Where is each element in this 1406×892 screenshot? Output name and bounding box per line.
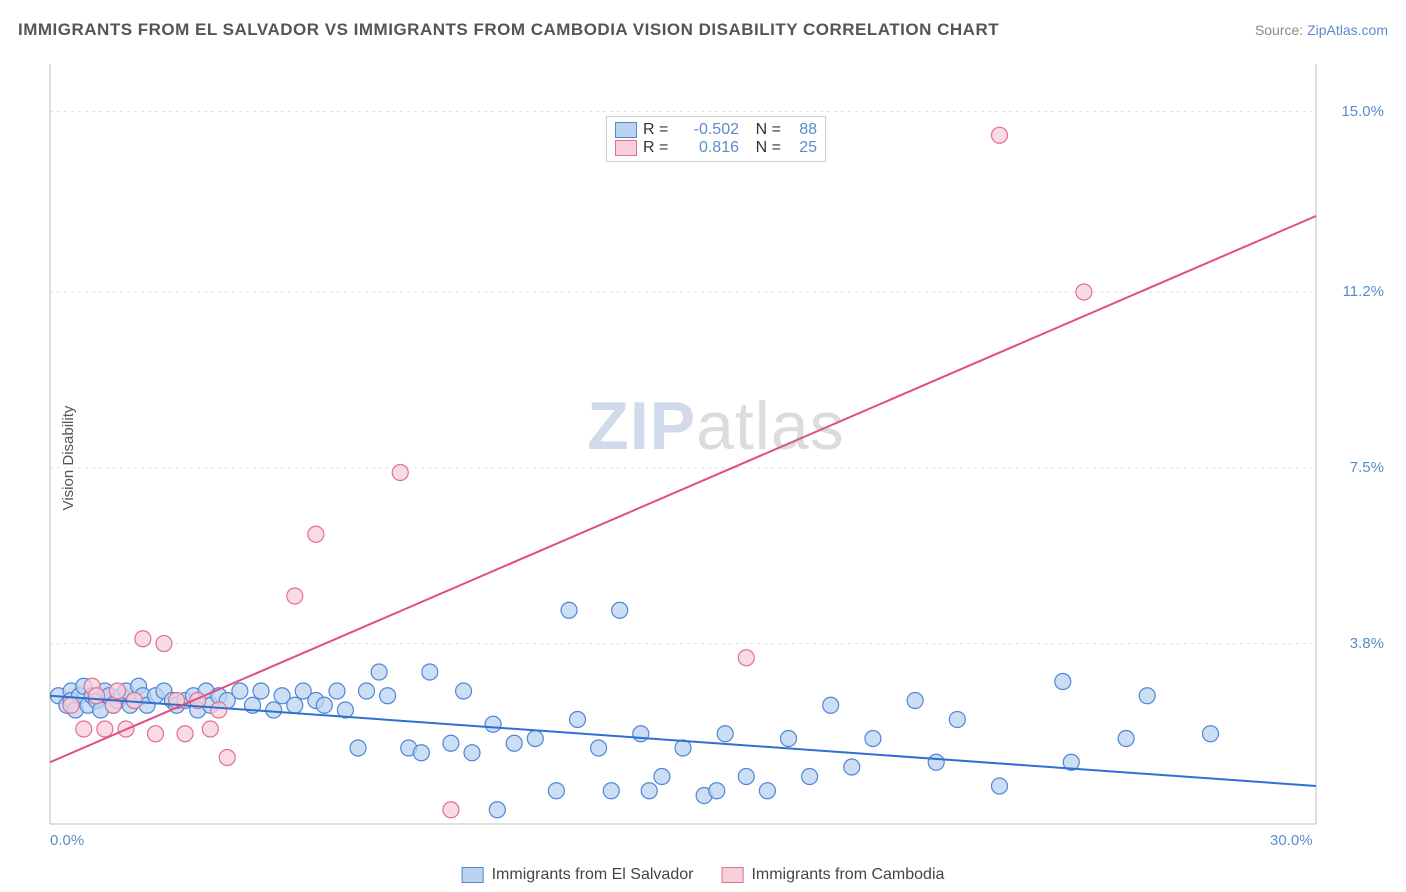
legend-item: Immigrants from Cambodia (721, 866, 944, 884)
y-tick-label: 11.2% (1343, 283, 1384, 300)
legend-swatch (462, 867, 484, 883)
r-label: R = (643, 139, 673, 157)
series-legend: Immigrants from El Salvador Immigrants f… (462, 866, 945, 884)
r-value: 0.816 (679, 139, 739, 157)
legend-item: Immigrants from El Salvador (462, 866, 694, 884)
plot-area: Vision Disability ZIPatlas R = -0.502 N … (44, 56, 1388, 860)
legend-swatch (615, 140, 637, 156)
legend-label: Immigrants from Cambodia (751, 866, 944, 884)
n-label: N = (745, 139, 781, 157)
y-tick-label: 7.5% (1350, 459, 1384, 476)
n-value: 25 (787, 139, 817, 157)
x-tick-label: 30.0% (1270, 832, 1313, 849)
legend-row: R = -0.502 N = 88 (615, 121, 817, 139)
y-tick-label: 3.8% (1350, 635, 1384, 652)
n-value: 88 (787, 121, 817, 139)
source-link[interactable]: ZipAtlas.com (1307, 22, 1388, 38)
source-label: Source: (1255, 22, 1307, 38)
x-tick-label: 0.0% (50, 832, 84, 849)
y-axis-label: Vision Disability (60, 406, 77, 511)
legend-swatch (615, 122, 637, 138)
scatter-chart (44, 56, 1388, 860)
r-value: -0.502 (679, 121, 739, 139)
legend-row: R = 0.816 N = 25 (615, 139, 817, 157)
r-label: R = (643, 121, 673, 139)
correlation-legend: R = -0.502 N = 88 R = 0.816 N = 25 (606, 116, 826, 162)
chart-title: IMMIGRANTS FROM EL SALVADOR VS IMMIGRANT… (18, 20, 999, 40)
legend-swatch (721, 867, 743, 883)
n-label: N = (745, 121, 781, 139)
legend-label: Immigrants from El Salvador (492, 866, 694, 884)
y-tick-label: 15.0% (1341, 103, 1384, 120)
source-credit: Source: ZipAtlas.com (1255, 22, 1388, 38)
